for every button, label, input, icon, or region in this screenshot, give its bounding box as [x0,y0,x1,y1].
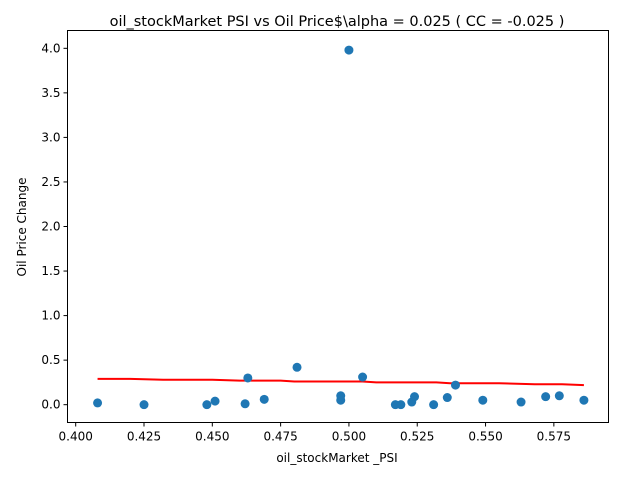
data-point-3 [210,396,220,406]
data-point-5 [243,373,253,383]
y-axis-label: Oil Price Change [15,178,29,277]
x-tick-label: 0.400 [59,430,93,444]
y-tick-label: 1.5 [41,264,60,278]
x-tick-label: 0.575 [537,430,571,444]
y-tick-label: 1.0 [41,309,60,323]
x-tick-label: 0.475 [263,430,297,444]
data-point-9 [336,391,346,401]
x-axis-label: oil_stockMarket _PSI [276,451,397,465]
data-point-18 [450,380,460,390]
y-tick-label: 3.5 [41,86,60,100]
y-axis: 0.0 0.5 1.0 1.5 2.0 2.5 3.0 3.5 4.0 [41,41,68,412]
x-tick-label: 0.525 [400,430,434,444]
y-tick-label: 2.5 [41,175,60,189]
data-point-19 [478,395,488,405]
data-point-23 [579,395,589,405]
chart-title: oil_stockMarket PSI vs Oil Price$\alpha … [110,14,565,30]
data-point-13 [396,400,406,410]
y-tick-label: 0.5 [41,353,60,367]
plot-area [93,45,589,410]
y-tick-label: 0.0 [41,398,60,412]
y-tick-label: 2.0 [41,220,60,234]
x-tick-label: 0.500 [332,430,366,444]
data-point-4 [240,399,250,409]
data-point-17 [442,393,452,403]
data-point-7 [292,362,302,372]
data-point-0 [93,398,103,408]
x-tick-label: 0.425 [127,430,161,444]
data-point-6 [259,394,269,404]
data-point-2 [202,400,212,410]
data-point-21 [541,392,551,402]
data-point-16 [429,400,439,410]
y-tick-label: 4.0 [41,41,60,55]
data-point-1 [139,400,149,410]
axes-frame [67,30,609,423]
x-axis: 0.400 0.425 0.450 0.475 0.500 0.525 0.550 0.575 [59,422,571,444]
data-point-22 [554,391,564,401]
data-point-20 [516,397,526,407]
data-point-10 [344,45,354,55]
trend-line [97,377,584,387]
data-point-15 [410,392,420,402]
x-tick-label: 0.550 [468,430,502,444]
x-tick-label: 0.450 [195,430,229,444]
data-point-11 [358,372,368,382]
y-tick-label: 3.0 [41,130,60,144]
